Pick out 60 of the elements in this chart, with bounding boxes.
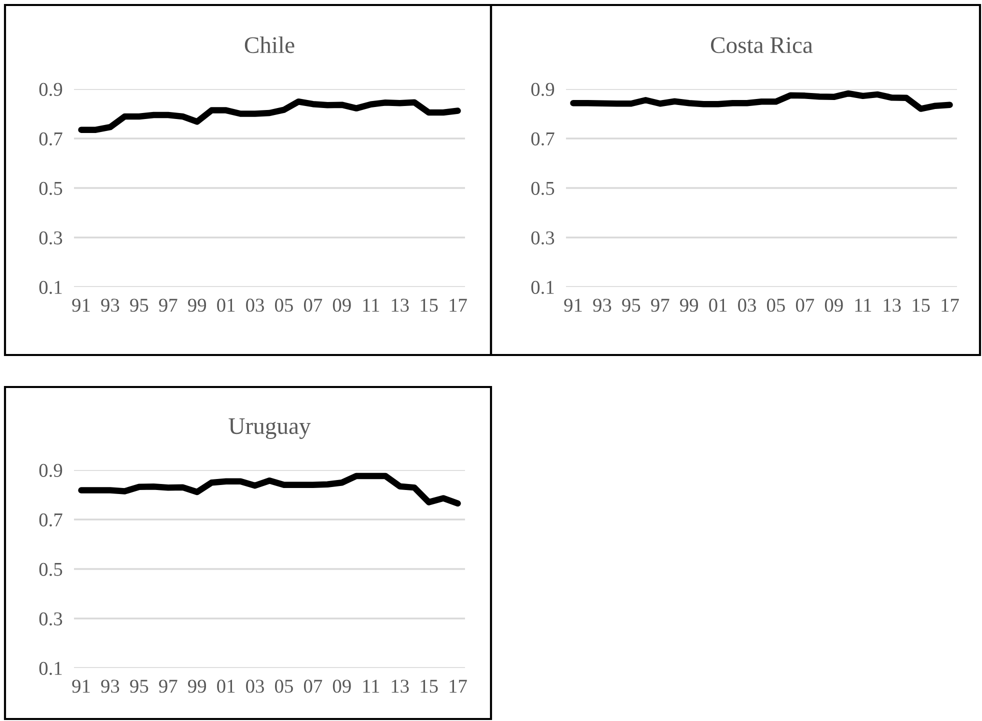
chart-title: Chile [244, 36, 294, 54]
x-tick-label: 91 [72, 680, 90, 693]
x-tick-label: 15 [912, 298, 930, 312]
x-tick-label: 07 [796, 298, 814, 312]
chart-title: Costa Rica [710, 37, 813, 54]
y-tick-label: 0.9 [39, 464, 62, 478]
x-tick-label: 09 [332, 680, 351, 693]
y-tick-label: 0.1 [531, 280, 554, 294]
x-tick-label: 99 [188, 298, 206, 312]
x-tick-label: 03 [246, 680, 264, 693]
x-tick-label: 09 [824, 298, 843, 312]
y-tick-label: 0.3 [39, 612, 62, 626]
x-tick-label: 05 [275, 680, 293, 693]
x-tick-label: 99 [188, 680, 206, 693]
x-tick-label: 03 [738, 298, 756, 312]
x-tick-label: 13 [392, 298, 409, 312]
x-tick-label: 97 [159, 680, 178, 693]
x-tick-label: 97 [159, 298, 178, 312]
y-tick-label: 0.7 [39, 132, 62, 146]
x-tick-label: 11 [855, 298, 872, 312]
y-tick-label: 0.3 [39, 231, 62, 245]
x-tick-label: 97 [651, 298, 670, 312]
x-tick-label: 17 [450, 298, 467, 312]
x-tick-label: 17 [942, 298, 959, 312]
y-tick-label: 0.7 [531, 132, 554, 146]
x-tick-label: 11 [363, 298, 380, 312]
x-tick-label: 05 [275, 298, 293, 312]
x-tick-label: 99 [680, 298, 698, 312]
y-tick-label: 0.7 [39, 513, 62, 527]
y-tick-label: 0.1 [39, 280, 62, 294]
x-tick-label: 93 [101, 298, 120, 312]
x-tick-label: 15 [420, 298, 438, 312]
x-tick-label: 93 [593, 298, 612, 312]
x-tick-label: 01 [709, 298, 727, 312]
chart-title: Uruguay [228, 418, 311, 439]
y-tick-label: 0.9 [39, 82, 62, 96]
y-tick-label: 0.9 [531, 82, 554, 96]
x-tick-label: 05 [767, 298, 785, 312]
x-tick-label: 03 [246, 298, 264, 312]
x-tick-label: 17 [450, 680, 467, 693]
x-tick-label: 13 [884, 298, 901, 312]
y-tick-label: 0.3 [531, 231, 554, 245]
y-tick-label: 0.5 [39, 182, 62, 196]
x-tick-label: 95 [622, 298, 640, 312]
y-tick-label: 0.5 [39, 562, 62, 576]
x-tick-label: 09 [332, 298, 351, 312]
x-tick-label: 01 [217, 298, 235, 312]
x-tick-label: 91 [72, 298, 90, 312]
x-tick-label: 07 [304, 298, 322, 312]
x-tick-label: 13 [392, 680, 409, 693]
x-tick-label: 91 [564, 298, 582, 312]
x-tick-label: 07 [304, 680, 322, 693]
y-tick-label: 0.1 [39, 662, 62, 676]
x-tick-label: 15 [420, 680, 438, 693]
x-tick-label: 01 [217, 680, 235, 693]
x-tick-label: 93 [101, 680, 120, 693]
y-tick-label: 0.5 [531, 182, 554, 196]
x-tick-label: 95 [130, 298, 148, 312]
x-tick-label: 95 [130, 680, 148, 693]
x-tick-label: 11 [363, 680, 380, 693]
